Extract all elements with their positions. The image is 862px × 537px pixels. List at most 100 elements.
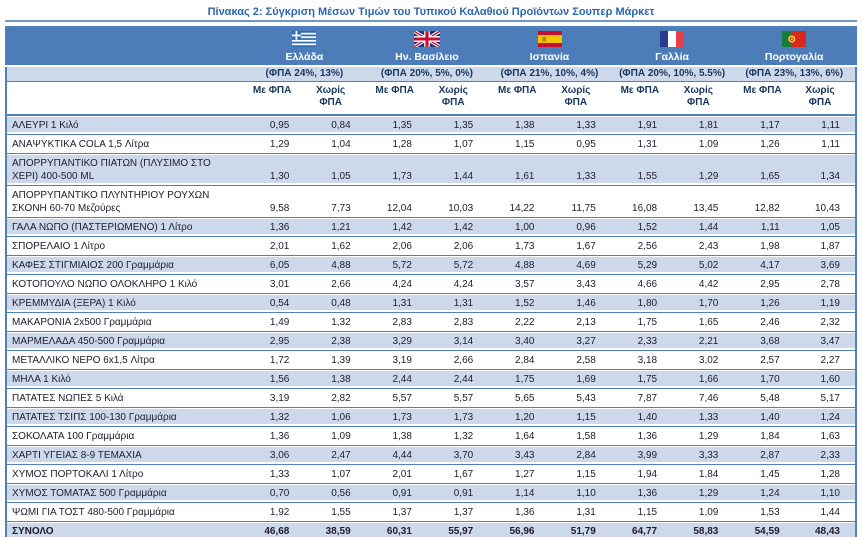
- price-value: 0,70: [243, 483, 305, 503]
- price-value: 1,46: [549, 293, 611, 313]
- price-value: 1,26: [733, 134, 795, 154]
- price-value: 1,36: [610, 483, 673, 503]
- price-value: 1,75: [610, 312, 673, 332]
- price-value: 1,04: [304, 134, 366, 154]
- subheader-label: Με ΦΠΑ: [497, 85, 537, 96]
- price-value: 1,11: [794, 134, 856, 154]
- subheader-label: Με ΦΠΑ: [375, 85, 414, 96]
- total-value: 54,59: [733, 521, 795, 537]
- price-value: 2,33: [794, 445, 856, 465]
- subheader-with-vat: Με ΦΠΑ: [243, 81, 305, 116]
- price-value: 4,66: [610, 274, 673, 294]
- price-value: 1,15: [488, 134, 550, 154]
- vat-note-uk: (ΦΠΑ 20%, 5%, 0%): [365, 66, 489, 82]
- price-value: 4,24: [426, 274, 489, 294]
- total-value: 60,31: [365, 521, 427, 537]
- price-value: 1,31: [365, 293, 427, 313]
- subheader-label: Χωρίς ΦΠΑ: [683, 85, 713, 108]
- product-label: ΜΕΤΑΛΛΙΚΟ ΝΕΡΟ 6x1,5 Λίτρα: [6, 350, 244, 370]
- price-value: 2,32: [794, 312, 856, 332]
- price-value: 3,47: [794, 331, 856, 351]
- price-value: 2,01: [365, 464, 427, 484]
- price-value: 1,35: [426, 115, 489, 135]
- price-value: 1,07: [304, 464, 366, 484]
- price-value: 2,21: [672, 331, 734, 351]
- subheader-with-vat: Με ΦΠΑ: [365, 81, 427, 116]
- price-value: 1,10: [549, 483, 611, 503]
- greece-flag-icon: [292, 31, 317, 47]
- table-row: ΑΛΕΥΡΙ 1 Κιλό 0,95 0,84 1,35 1,35 1,38 1,33 1,9…: [6, 115, 856, 135]
- product-label: ΑΛΕΥΡΙ 1 Κιλό: [6, 115, 244, 135]
- country-header-france: Γαλλία: [610, 27, 734, 67]
- price-value: 7,87: [610, 388, 673, 408]
- table-row: ΠΑΤΑΤΕΣ ΤΣΙΠΣ 100-130 Γραμμάρια 1,32 1,06 1…: [6, 407, 856, 427]
- total-value: 51,79: [549, 521, 611, 537]
- price-value: 1,81: [672, 115, 734, 135]
- price-value: 2,83: [426, 312, 489, 332]
- total-row: ΣΥΝΟΛΟ 46,68 38,59 60,31 55,97 56,96 51,79 64,7…: [6, 521, 856, 537]
- price-value: 1,39: [304, 350, 366, 370]
- empty-cell: [6, 66, 244, 82]
- price-value: 1,69: [549, 369, 611, 389]
- product-label: ΓΑΛΑ ΝΩΠΟ (ΠΑΣΤΕΡΙΩΜΕΝΟ) 1 Λίτρο: [6, 217, 244, 237]
- subheader-label: Χωρίς ΦΠΑ: [316, 85, 346, 108]
- table-body: ΑΛΕΥΡΙ 1 Κιλό 0,95 0,84 1,35 1,35 1,38 1,33 1,9…: [6, 115, 856, 537]
- country-name: Πορτογαλία: [764, 51, 824, 63]
- price-value: 3,33: [672, 445, 734, 465]
- price-value: 2,78: [794, 274, 856, 294]
- subheader-without-vat: Χωρίς ΦΠΑ: [794, 81, 856, 116]
- table-row: ΑΝΑΨΥΚΤΙΚΑ COLA 1,5 Λίτρα 1,29 1,04 1,28 1,0…: [6, 134, 856, 154]
- table-row: ΜΗΛΑ 1 Κιλό 1,56 1,38 2,44 2,44 1,75 1,69 1,75 1…: [6, 369, 856, 389]
- price-value: 1,30: [243, 153, 305, 186]
- table-row: ΚΑΦΕΣ ΣΤΙΓΜΙΑΙΟΣ 200 Γραμμάρια 6,05 4,88 5,…: [6, 255, 856, 275]
- price-value: 5,65: [488, 388, 550, 408]
- price-value: 1,27: [488, 464, 550, 484]
- product-label: ΚΑΦΕΣ ΣΤΙΓΜΙΑΙΟΣ 200 Γραμμάρια: [6, 255, 244, 275]
- subheader-label: Με ΦΠΑ: [252, 85, 292, 96]
- price-value: 5,29: [610, 255, 673, 275]
- price-value: 1,72: [243, 350, 305, 370]
- price-value: 1,19: [794, 293, 856, 313]
- price-value: 1,28: [794, 464, 856, 484]
- portugal-flag-icon: [782, 31, 807, 47]
- subheader-without-vat: Χωρίς ΦΠΑ: [549, 81, 611, 116]
- price-value: 1,29: [672, 426, 734, 446]
- table-row: ΣΠΟΡΕΛΑΙΟ 1 Λίτρο 2,01 1,62 2,06 2,06 1,73 1,6…: [6, 236, 856, 256]
- product-label: ΑΝΑΨΥΚΤΙΚΑ COLA 1,5 Λίτρα: [6, 134, 244, 154]
- price-value: 10,43: [794, 185, 856, 218]
- price-value: 1,67: [426, 464, 489, 484]
- price-value: 7,73: [304, 185, 366, 218]
- price-value: 2,58: [549, 350, 611, 370]
- price-value: 1,31: [426, 293, 489, 313]
- price-value: 5,02: [672, 255, 734, 275]
- product-label: ΣΟΚΟΛΑΤΑ 100 Γραμμάρια: [6, 426, 244, 446]
- empty-cell: [6, 81, 244, 116]
- country-header-portugal: Πορτογαλία: [733, 27, 856, 67]
- price-value: 0,95: [243, 115, 305, 135]
- price-value: 1,09: [304, 426, 366, 446]
- table-row: ΜΕΤΑΛΛΙΚΟ ΝΕΡΟ 6x1,5 Λίτρα 1,72 1,39 3,19 2,…: [6, 350, 856, 370]
- price-value: 1,14: [488, 483, 550, 503]
- country-name: Γαλλία: [655, 51, 689, 63]
- price-value: 1,44: [672, 217, 734, 237]
- price-value: 1,87: [794, 236, 856, 256]
- product-label: ΚΡΕΜΜΥΔΙΑ (ΞΕΡΑ) 1 Κιλό: [6, 293, 244, 313]
- price-value: 14,22: [488, 185, 550, 218]
- subheader-without-vat: Χωρίς ΦΠΑ: [304, 81, 366, 116]
- price-value: 1,98: [733, 236, 795, 256]
- price-value: 1,53: [733, 502, 795, 522]
- price-value: 4,88: [304, 255, 366, 275]
- price-value: 1,49: [243, 312, 305, 332]
- price-value: 1,67: [549, 236, 611, 256]
- price-value: 4,88: [488, 255, 550, 275]
- price-value: 1,42: [426, 217, 489, 237]
- product-label: ΑΠΟΡΡΥΠΑΝΤΙΚΟ ΠΙΑΤΩΝ (ΠΛΥΣΙΜΟ ΣΤΟ ΧΕΡΙ) …: [6, 153, 244, 186]
- price-value: 2,44: [426, 369, 489, 389]
- price-value: 4,44: [365, 445, 427, 465]
- price-value: 2,13: [549, 312, 611, 332]
- price-value: 2,06: [365, 236, 427, 256]
- price-value: 1,94: [610, 464, 673, 484]
- price-value: 1,35: [365, 115, 427, 135]
- price-value: 3,19: [365, 350, 427, 370]
- subheader-with-vat: Με ΦΠΑ: [488, 81, 550, 116]
